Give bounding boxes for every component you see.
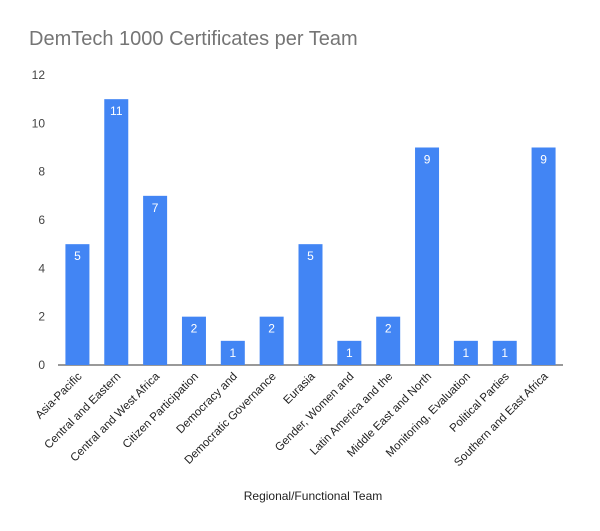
- y-axis: 0 2 4 6 8 10 12: [32, 68, 46, 372]
- bar[interactable]: [453, 340, 478, 365]
- bar[interactable]: [531, 147, 556, 366]
- bar-value-label: 9: [424, 153, 431, 167]
- bar[interactable]: [181, 316, 206, 365]
- bar-value-label: 2: [385, 322, 392, 336]
- y-tick-label: 10: [32, 116, 46, 130]
- bar[interactable]: [415, 147, 440, 366]
- bar[interactable]: [143, 195, 168, 365]
- bar-value-label: 2: [191, 322, 198, 336]
- bar[interactable]: [337, 340, 362, 365]
- bar-value-label: 5: [74, 249, 81, 263]
- bar[interactable]: [65, 244, 90, 365]
- y-tick-label: 2: [38, 310, 45, 324]
- bar[interactable]: [259, 316, 284, 365]
- bar[interactable]: [104, 99, 129, 366]
- x-axis-label: Regional/Functional Team: [244, 489, 383, 503]
- bar[interactable]: [376, 316, 401, 365]
- y-tick-label: 8: [38, 165, 45, 179]
- bar[interactable]: [220, 340, 245, 365]
- bar-value-label: 1: [463, 346, 470, 360]
- bar-value-label: 7: [152, 201, 159, 215]
- y-tick-label: 0: [38, 358, 45, 372]
- chart-title: DemTech 1000 Certificates per Team: [29, 28, 358, 50]
- bar-value-label: 1: [346, 346, 353, 360]
- category-label: Central and Eastern: [43, 371, 124, 452]
- y-tick-label: 6: [38, 213, 45, 227]
- y-tick-label: 4: [38, 261, 45, 275]
- bar-value-label: 11: [110, 104, 123, 118]
- bar[interactable]: [492, 340, 517, 365]
- bar-value-label: 1: [229, 346, 236, 360]
- bar-value-label: 1: [501, 346, 508, 360]
- category-label: Eurasia: [282, 370, 318, 406]
- category-label: Citizen Participation: [121, 371, 201, 451]
- bar-value-label: 9: [540, 153, 547, 167]
- y-tick-label: 12: [32, 68, 46, 82]
- bar[interactable]: [298, 244, 323, 365]
- bar-value-label: 5: [307, 249, 314, 263]
- bar-value-label: 2: [268, 322, 275, 336]
